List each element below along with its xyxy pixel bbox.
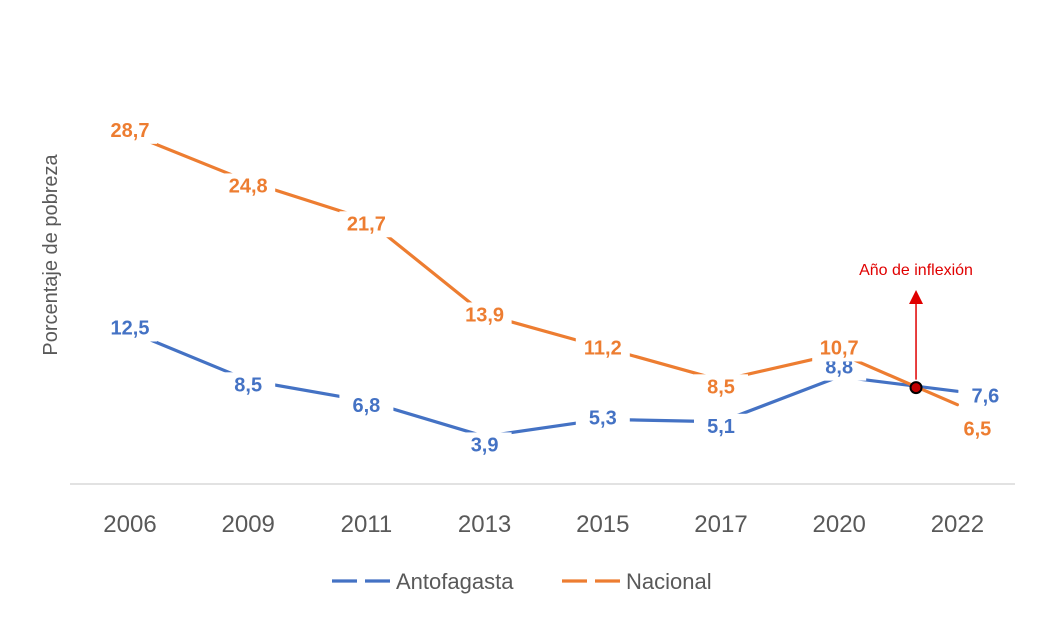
data-label-bg xyxy=(950,416,1005,443)
data-label-antofagasta-2009: 8,5 xyxy=(234,374,262,396)
data-label-bg xyxy=(221,173,276,200)
legend: Antofagasta Nacional xyxy=(332,569,712,594)
data-label-bg xyxy=(694,374,748,401)
legend-label-antofagasta: Antofagasta xyxy=(396,569,514,594)
annotation-layer: Año de inflexión xyxy=(859,262,973,395)
data-label-nacional-2013: 13,9 xyxy=(465,304,504,326)
data-label-bg xyxy=(339,211,394,238)
series-layer: 12,5 8,5 6,8 3,9 5,3 5,1 8,8 7,6 28,7 24,8 21,7 13,… xyxy=(103,117,1013,459)
data-label-antofagasta-2013: 3,9 xyxy=(471,434,499,456)
x-tick-label-2015: 2015 xyxy=(576,511,629,538)
series-nacional: 28,7 24,8 21,7 13,9 11,2 8,5 10,7 6,5 xyxy=(103,117,1005,443)
x-axis-ticks: 2006 2009 2011 2013 2015 2017 2020 2022 xyxy=(103,511,984,538)
series-antofagasta: 12,5 8,5 6,8 3,9 5,3 5,1 8,8 7,6 xyxy=(103,315,1013,459)
data-label-antofagasta-2020: 8,8 xyxy=(825,357,853,379)
inflexion-annotation-label: Año de inflexión xyxy=(859,262,973,279)
x-tick-label-2006: 2006 xyxy=(103,511,156,538)
data-label-bg xyxy=(812,335,867,362)
data-label-antofagasta-2017: 5,1 xyxy=(707,416,735,438)
data-label-bg xyxy=(339,393,394,420)
data-label-bg xyxy=(103,117,157,144)
data-label-bg xyxy=(457,432,512,459)
x-tick-label-2011: 2011 xyxy=(341,511,393,538)
x-tick-label-2013: 2013 xyxy=(458,511,511,538)
data-label-nacional-2017: 8,5 xyxy=(707,376,735,398)
data-label-nacional-2009: 24,8 xyxy=(229,175,268,197)
inflexion-arrowhead xyxy=(909,290,924,304)
x-tick-label-2017: 2017 xyxy=(694,511,747,538)
data-label-bg xyxy=(575,335,630,362)
legend-label-nacional: Nacional xyxy=(626,569,712,594)
data-label-nacional-2015: 11,2 xyxy=(584,337,622,359)
data-label-bg xyxy=(958,383,1013,410)
data-label-antofagasta-2011: 6,8 xyxy=(352,395,380,417)
data-label-nacional-2006: 28,7 xyxy=(111,120,150,142)
data-label-nacional-2020: 10,7 xyxy=(820,337,859,359)
x-tick-label-2009: 2009 xyxy=(222,511,275,538)
data-label-antofagasta-2022: 7,6 xyxy=(971,385,999,407)
data-label-nacional-2011: 21,7 xyxy=(347,213,386,235)
data-label-nacional-2022: 6,5 xyxy=(963,419,991,441)
data-label-antofagasta-2015: 5,3 xyxy=(589,407,617,429)
x-tick-label-2020: 2020 xyxy=(813,511,866,538)
y-axis-label: Porcentaje de pobreza xyxy=(40,153,62,355)
data-label-bg xyxy=(221,372,276,399)
data-label-antofagasta-2006: 12,5 xyxy=(111,318,150,340)
x-tick-label-2022: 2022 xyxy=(931,511,984,538)
data-label-bg xyxy=(694,413,748,440)
data-label-bg xyxy=(457,302,512,329)
data-label-bg xyxy=(103,315,157,342)
data-label-bg xyxy=(575,405,630,432)
inflexion-point-marker xyxy=(909,381,923,395)
